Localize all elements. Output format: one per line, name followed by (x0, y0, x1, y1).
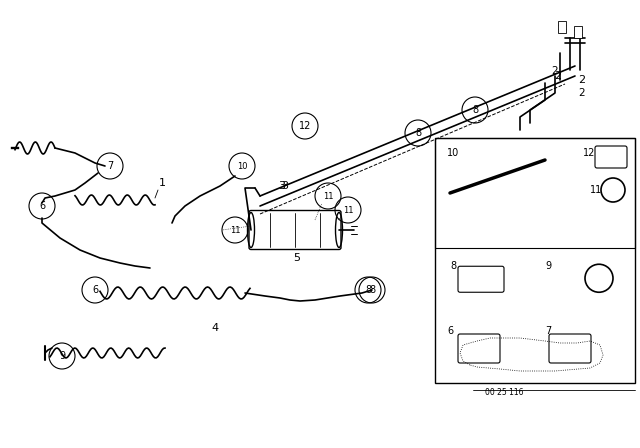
Text: 9: 9 (59, 351, 65, 361)
Text: 11: 11 (323, 191, 333, 201)
Text: 8: 8 (450, 261, 456, 271)
Text: 6: 6 (447, 326, 453, 336)
Bar (435, 138, 635, 383)
Text: 8: 8 (415, 128, 421, 138)
Text: 12: 12 (299, 121, 311, 131)
Text: 2: 2 (579, 88, 586, 98)
Text: 2: 2 (579, 75, 586, 85)
Text: 11: 11 (230, 225, 240, 234)
Text: 11: 11 (590, 185, 602, 195)
Text: 6: 6 (92, 285, 98, 295)
Text: 8: 8 (472, 105, 478, 115)
Bar (558, 21, 566, 33)
Text: 6: 6 (39, 201, 45, 211)
Text: 8: 8 (365, 285, 371, 295)
Bar (574, 26, 582, 38)
Text: 3: 3 (282, 181, 289, 191)
Text: 7: 7 (545, 326, 551, 336)
Text: 12: 12 (583, 148, 595, 158)
Text: 11: 11 (343, 206, 353, 215)
Text: 10: 10 (447, 148, 460, 158)
Text: 2: 2 (554, 71, 561, 81)
Text: 5: 5 (294, 253, 301, 263)
Text: 9: 9 (545, 261, 551, 271)
Text: 1: 1 (159, 178, 166, 188)
Text: 2: 2 (552, 66, 558, 76)
Text: 00 25 116: 00 25 116 (485, 388, 524, 397)
Text: 10: 10 (237, 161, 247, 171)
Text: 4: 4 (211, 323, 219, 333)
Text: 3: 3 (278, 181, 285, 191)
Bar (435, 138, 635, 248)
Text: 8: 8 (369, 285, 375, 295)
Text: 7: 7 (107, 161, 113, 171)
